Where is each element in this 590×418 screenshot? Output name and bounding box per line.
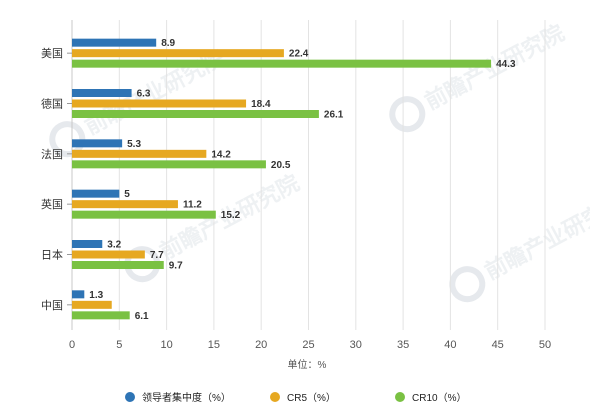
watermark-text: 前瞻产业研究院 [481,190,590,284]
category-label: 德国 [41,97,63,111]
data-label: 18.4 [251,99,271,110]
watermark: 前瞻产业研究院 [449,190,590,303]
bar [72,149,207,158]
watermark: 前瞻产业研究院 [389,20,568,133]
x-tick-label: 15 [208,339,220,351]
bar [72,99,247,108]
x-tick-label: 0 [69,339,75,351]
data-label: 3.2 [107,240,121,251]
x-tick-label: 40 [444,339,456,351]
bar [72,200,178,209]
bar [72,210,216,219]
x-tick-label: 20 [255,339,267,351]
logo-circle-icon [389,96,426,133]
data-label: 6.1 [135,311,149,322]
data-label: 20.5 [271,160,291,171]
data-label: 26.1 [324,110,344,121]
bar [72,261,164,269]
data-label: 6.3 [137,89,151,100]
legend-marker [125,392,135,402]
data-label: 5.3 [127,139,141,150]
legend-label: CR5（%） [287,392,336,404]
data-label: 22.4 [289,49,309,60]
bar [72,110,319,118]
bar [72,240,103,248]
data-labels: 8.9 22.4 44.3 6.3 18.4 26.1 5.3 14.2 20.5 5 11.2 15… [89,38,516,322]
legend-label: CR10（%） [412,392,466,404]
bar [72,300,112,309]
data-label: 15.2 [221,210,241,221]
data-label: 1.3 [89,290,103,301]
legend-item: CR5（%） [270,392,336,404]
legend-item: CR10（%） [395,392,466,404]
bar [72,189,120,198]
category-label: 法国 [41,147,63,161]
legend: 领导者集中度（%） CR5（%） CR10（%） [125,391,466,404]
bar [72,59,492,68]
bar [72,139,123,148]
x-tick-label: 45 [492,339,504,351]
data-label: 44.3 [496,59,516,70]
data-label: 8.9 [161,38,175,49]
data-label: 5 [124,189,130,200]
bar [72,311,130,320]
x-tick-label: 35 [397,339,409,351]
data-label: 7.7 [150,250,164,261]
bar [72,160,266,169]
x-tick-label: 50 [539,339,551,351]
logo-circle-icon [449,266,486,303]
bar [72,89,132,97]
bar [72,250,145,259]
data-label: 14.2 [211,149,231,160]
bars [72,38,492,320]
x-tick-label: 30 [350,339,362,351]
x-tick-label: 10 [160,339,172,351]
data-label: 11.2 [183,200,202,211]
bar [72,38,157,47]
category-label: 中国 [41,299,63,312]
x-tick-label: 25 [302,339,314,351]
category-label: 日本 [41,248,63,262]
bar [72,49,284,58]
category-label: 英国 [41,197,63,211]
legend-item: 领导者集中度（%） [125,391,231,404]
bar [72,290,85,299]
category-label: 美国 [41,47,63,60]
legend-marker [270,392,280,402]
legend-marker [395,392,405,402]
legend-label: 领导者集中度（%） [142,391,231,404]
x-tick-label: 5 [116,339,122,351]
data-label: 9.7 [169,261,183,272]
gridlines [118,20,546,330]
x-axis-title: 单位：% [288,358,327,371]
